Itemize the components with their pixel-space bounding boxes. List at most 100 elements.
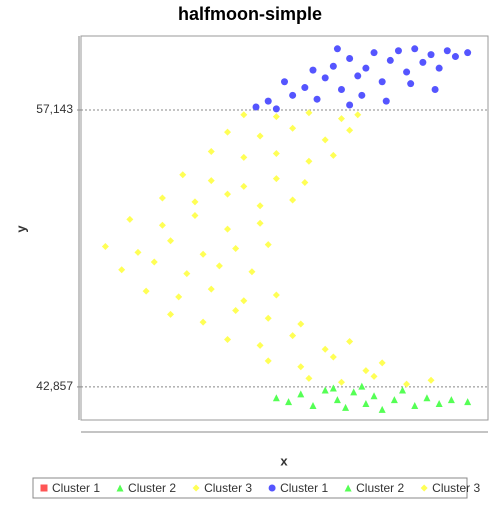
point: [232, 244, 240, 252]
point: [272, 113, 280, 121]
point: [224, 225, 232, 233]
point: [447, 396, 455, 404]
point: [301, 179, 309, 187]
point: [305, 109, 313, 117]
point: [191, 198, 199, 206]
point: [411, 45, 419, 53]
point: [183, 270, 191, 278]
point: [232, 306, 240, 314]
point: [464, 398, 472, 406]
point: [272, 175, 280, 183]
point: [337, 86, 345, 94]
point: [240, 297, 248, 305]
point: [435, 64, 443, 72]
point: [420, 484, 428, 492]
point: [346, 337, 354, 345]
point: [333, 45, 341, 53]
point: [289, 91, 297, 99]
point: [464, 49, 472, 57]
point: [435, 400, 443, 408]
point: [451, 53, 459, 61]
point: [321, 136, 329, 144]
point: [40, 484, 48, 492]
legend-label: Cluster 2: [356, 481, 404, 495]
point: [337, 115, 345, 123]
point: [240, 182, 248, 190]
point: [370, 392, 378, 400]
point: [394, 47, 402, 55]
point: [358, 91, 366, 99]
point: [167, 237, 175, 245]
point: [346, 54, 354, 62]
point: [403, 380, 411, 388]
point: [329, 384, 337, 392]
point: [134, 248, 142, 256]
y-tick-label: 42,857: [36, 379, 73, 393]
point: [256, 219, 264, 227]
point: [342, 403, 350, 411]
point: [329, 353, 337, 361]
point: [289, 196, 297, 204]
point: [344, 484, 352, 492]
plot-area: [80, 35, 489, 421]
point: [207, 285, 215, 293]
point: [407, 80, 415, 88]
point: [354, 72, 362, 80]
point: [256, 132, 264, 140]
legend-item: Cluster 3: [192, 481, 252, 495]
point: [358, 382, 366, 390]
point: [207, 177, 215, 185]
point: [321, 345, 329, 353]
point: [264, 97, 272, 105]
point: [199, 318, 207, 326]
y-axis-label: y: [13, 225, 28, 233]
point: [419, 58, 427, 66]
point: [305, 374, 313, 382]
point: [378, 78, 386, 86]
point: [443, 47, 451, 55]
point: [272, 149, 280, 157]
legend-label: Cluster 1: [52, 481, 100, 495]
point: [411, 401, 419, 409]
point: [215, 262, 223, 270]
point: [158, 221, 166, 229]
point: [309, 66, 317, 74]
point: [268, 484, 276, 492]
legend-item: Cluster 2: [116, 481, 176, 495]
point: [301, 84, 309, 92]
point: [179, 171, 187, 179]
point: [362, 64, 370, 72]
point: [256, 202, 264, 210]
legend-label: Cluster 3: [432, 481, 480, 495]
point: [431, 86, 439, 94]
legend-item: Cluster 1: [268, 481, 328, 495]
point: [264, 357, 272, 365]
legend-item: Cluster 3: [420, 481, 481, 495]
point: [289, 332, 297, 340]
point: [158, 194, 166, 202]
legend: [32, 477, 468, 499]
legend-label: Cluster 2: [128, 481, 176, 495]
point: [142, 287, 150, 295]
point: [362, 400, 370, 408]
point: [126, 215, 134, 223]
point: [256, 341, 264, 349]
point: [264, 241, 272, 249]
point: [297, 363, 305, 371]
legend-label: Cluster 3: [204, 481, 252, 495]
point: [252, 103, 260, 111]
point: [281, 78, 288, 86]
point: [427, 51, 435, 59]
point: [333, 396, 341, 404]
point: [403, 68, 411, 76]
point: [309, 401, 317, 409]
point: [370, 49, 378, 57]
y-tick-label: 57,143: [36, 102, 73, 116]
point: [378, 359, 386, 367]
point: [378, 405, 386, 413]
point: [192, 484, 200, 492]
point: [150, 258, 158, 266]
point: [346, 101, 354, 109]
legend-label: Cluster 1: [280, 481, 328, 495]
